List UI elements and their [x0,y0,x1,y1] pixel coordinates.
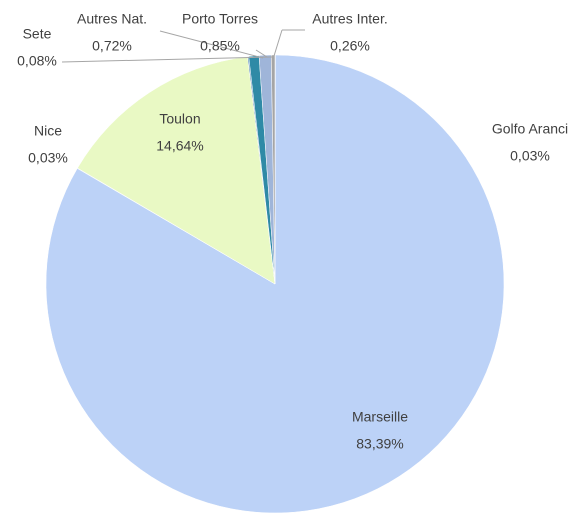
slice-value: 14,64% [156,138,203,154]
leader-line [273,29,283,57]
slice-value: 0,26% [330,38,370,54]
slice-value: 0,03% [28,150,68,166]
slice-label: Marseille [352,409,408,425]
slice-value: 0,03% [510,148,550,164]
slice-label: Nice [34,123,62,139]
leader-line [159,30,264,59]
leader-line [61,56,273,63]
slice-label: Toulon [159,111,200,127]
slice-value: 83,39% [356,436,403,452]
slice-label: Autres Nat. [77,11,147,27]
slice-label: Porto Torres [182,11,258,27]
slice-value: 0,72% [92,38,132,54]
pie-slice [77,56,276,285]
pie-slice [271,54,276,285]
slice-value: 0,85% [200,38,240,54]
slice-label: Autres Inter. [312,11,387,27]
slice-label: Golfo Aranci [492,121,568,137]
leader-line [255,49,268,58]
slice-value: 0,08% [17,53,57,69]
slice-label: Sete [23,26,52,42]
